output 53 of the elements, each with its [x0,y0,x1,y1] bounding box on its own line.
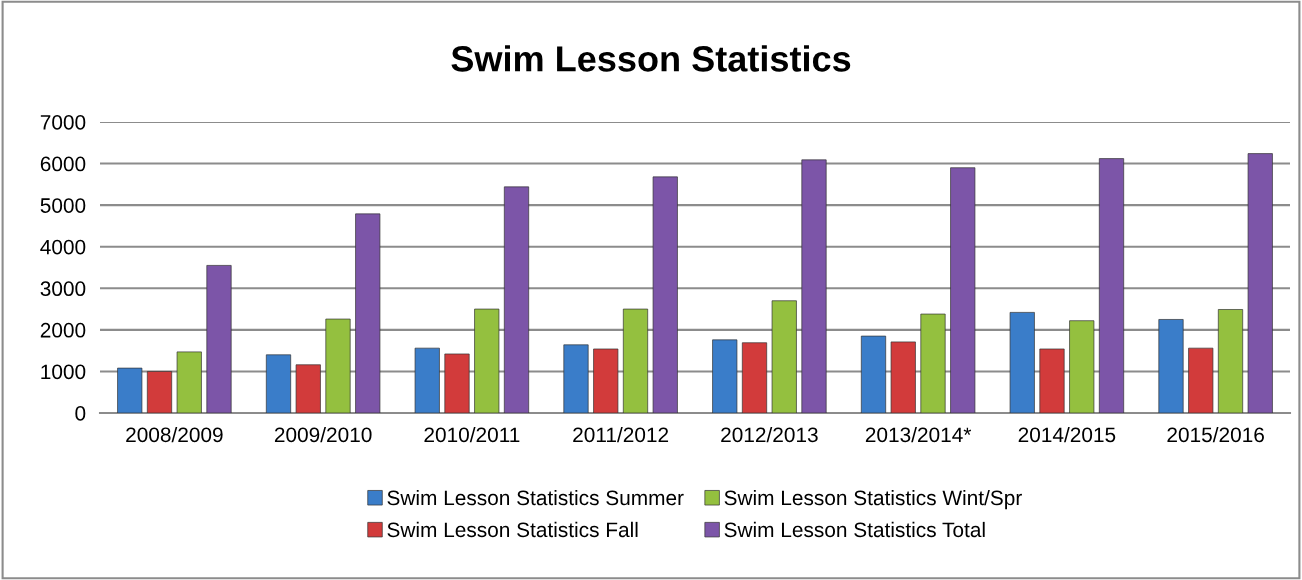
bar [503,186,530,413]
y-tick-label: 3000 [40,281,86,297]
legend-label: Swim Lesson Statistics Total [724,521,985,538]
y-tick-label: 4000 [40,239,86,255]
bar [801,159,827,413]
x-tick-label: 2010/2011 [424,426,520,443]
bar [920,313,946,413]
bar [593,348,619,413]
x-tick-label: 2008/2009 [126,426,223,443]
bar [1009,312,1035,413]
bar [890,341,916,413]
bar [1188,347,1214,413]
bar [444,353,470,413]
y-tick-label: 0 [75,406,86,421]
bar [1039,348,1065,413]
bar [563,344,589,413]
bar [771,300,797,413]
bar [414,347,440,413]
bar [1069,320,1095,413]
bar [652,176,678,413]
bar [1098,158,1125,413]
y-tick-label: 5000 [40,198,86,213]
bar [1158,319,1184,413]
x-tick-label: 2014/2015 [1018,426,1116,443]
bar [1247,153,1273,413]
x-tick-label: 2013/2014* [865,426,972,443]
y-tick-label: 6000 [40,156,86,172]
bar [146,371,173,413]
bar [265,354,292,413]
bar [325,318,351,413]
bar [176,351,202,413]
bar [860,335,887,413]
bar [950,167,976,413]
bar [355,213,381,413]
bar [206,265,232,413]
chart-title: Swim Lesson Statistics [451,45,851,72]
bar [622,308,649,413]
legend-label: Swim Lesson Statistics Fall [387,521,638,538]
bar [295,364,321,413]
x-tick-label: 2012/2013 [721,426,818,443]
bar [741,342,768,413]
bar [474,308,500,413]
y-tick-label: 2000 [40,322,86,338]
x-tick-label: 2015/2016 [1167,426,1264,443]
bar [712,339,738,413]
bar [117,367,143,413]
bar [1217,309,1244,413]
x-tick-label: 2011/2012 [573,426,669,443]
legend-label: Swim Lesson Statistics Summer [387,489,684,506]
y-tick-label: 7000 [40,115,86,130]
y-tick-label: 1000 [41,364,86,380]
x-tick-label: 2009/2010 [274,426,372,443]
legend-label: Swim Lesson Statistics Wint/Spr [724,489,1022,510]
